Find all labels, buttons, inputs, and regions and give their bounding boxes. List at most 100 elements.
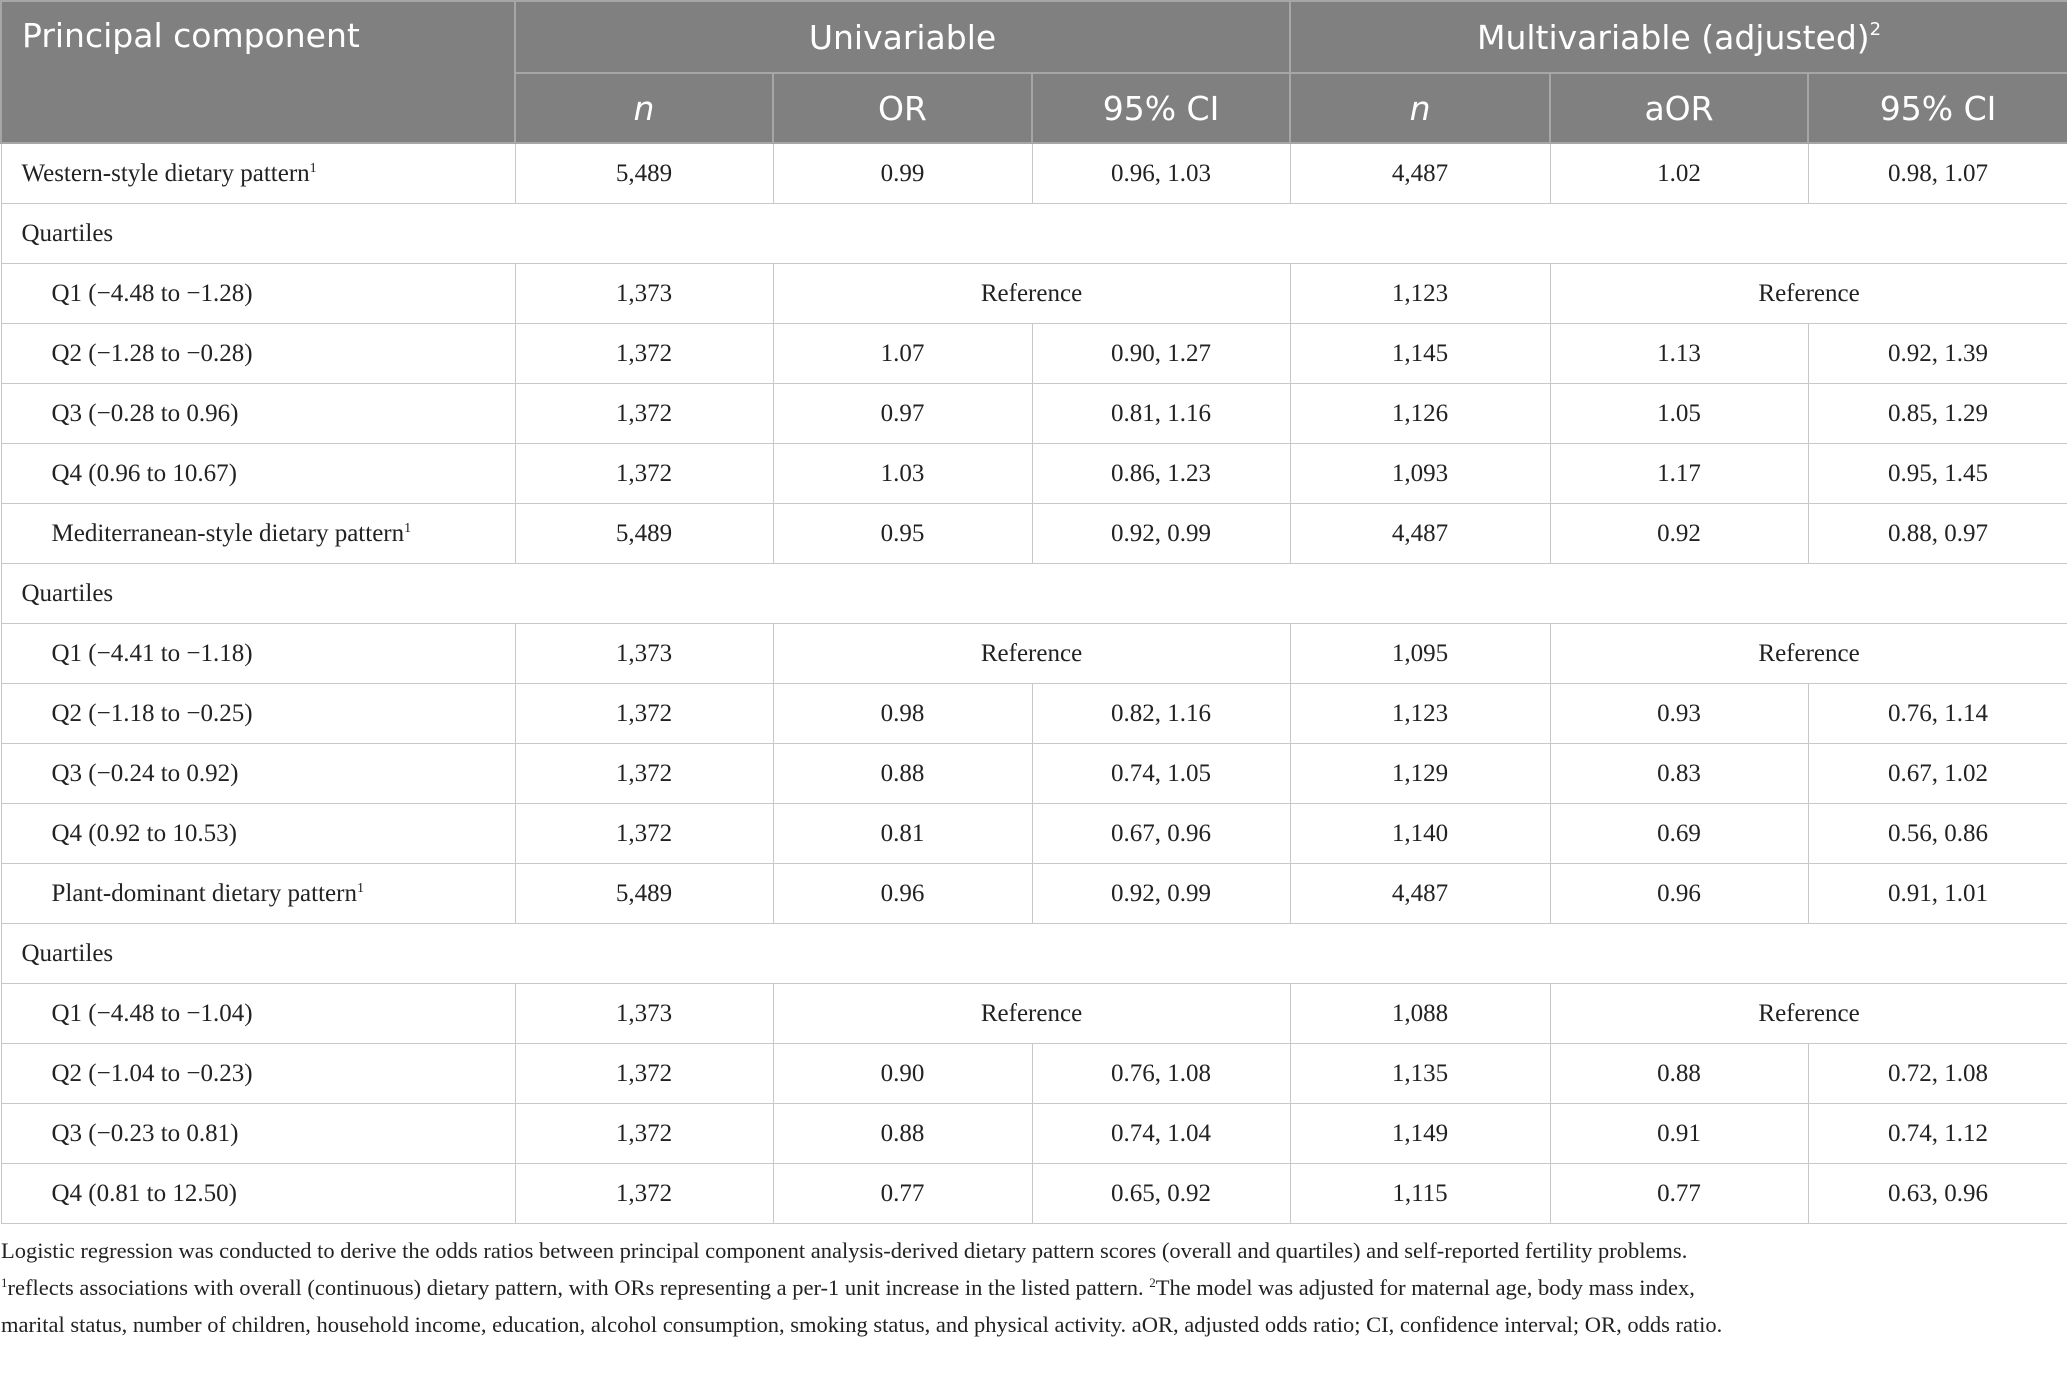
or-cell: 0.90 (772, 1043, 1033, 1104)
n-multivariable-cell: 4,487 (1289, 142, 1551, 204)
row-label: Q1 (−4.48 to −1.04) (0, 983, 516, 1044)
header-multivariable: Multivariable (adjusted)2 (1289, 0, 2067, 74)
ci-univariable-cell: 0.67, 0.96 (1031, 803, 1291, 864)
n-univariable-cell: 1,372 (514, 383, 774, 444)
n-multivariable-cell: 4,487 (1289, 503, 1551, 564)
header-n-univariable: n (514, 72, 774, 144)
header-ci-multivariable: 95% CI (1807, 72, 2067, 144)
n-multivariable-cell: 1,093 (1289, 443, 1551, 504)
ci-multivariable-cell: 0.88, 0.97 (1807, 503, 2067, 564)
table-row: Q3 (−0.28 to 0.96) 1,372 0.97 0.81, 1.16 1,1… (0, 383, 2067, 444)
reference-cell: Reference (772, 263, 1291, 324)
n-multivariable-cell: 1,129 (1289, 743, 1551, 804)
or-cell: 0.88 (772, 743, 1033, 804)
n-multivariable-cell: 4,487 (1289, 863, 1551, 924)
n-multivariable-cell: 1,095 (1289, 623, 1551, 684)
or-cell: 0.77 (772, 1163, 1033, 1224)
row-label: Q2 (−1.18 to −0.25) (0, 683, 516, 744)
results-table: Principal component Univariable Multivar… (0, 0, 2067, 1224)
row-label: Q2 (−1.28 to −0.28) (0, 323, 516, 384)
n-univariable-cell: 1,372 (514, 1163, 774, 1224)
n-univariable-cell: 1,373 (514, 983, 774, 1044)
n-univariable-cell: 5,489 (514, 142, 774, 204)
ci-multivariable-cell: 0.72, 1.08 (1807, 1043, 2067, 1104)
n-multivariable-cell: 1,135 (1289, 1043, 1551, 1104)
aor-cell: 0.88 (1549, 1043, 1809, 1104)
footnote-line-2: 1reflects associations with overall (con… (1, 1275, 1695, 1300)
section-label: Quartiles (0, 203, 2067, 264)
header-n-multivariable: n (1289, 72, 1552, 144)
n-univariable-cell: 5,489 (514, 863, 774, 924)
ci-univariable-cell: 0.82, 1.16 (1031, 683, 1291, 744)
ci-multivariable-cell: 0.74, 1.12 (1807, 1103, 2067, 1164)
row-label: Q3 (−0.24 to 0.92) (0, 743, 516, 804)
footnote-line-1: Logistic regression was conducted to der… (1, 1238, 1688, 1263)
ci-multivariable-cell: 0.92, 1.39 (1807, 323, 2067, 384)
reference-cell: Reference (772, 983, 1291, 1044)
n-multivariable-cell: 1,145 (1289, 323, 1551, 384)
header-or: OR (772, 72, 1033, 144)
aor-cell: 0.93 (1549, 683, 1809, 744)
aor-cell: 1.17 (1549, 443, 1809, 504)
n-multivariable-cell: 1,123 (1289, 683, 1551, 744)
n-univariable-cell: 1,372 (514, 1103, 774, 1164)
ci-univariable-cell: 0.96, 1.03 (1031, 142, 1291, 204)
aor-cell: 0.91 (1549, 1103, 1809, 1164)
table-row: Plant-dominant dietary pattern1 5,489 0.96… (0, 863, 2067, 924)
header-ci-univariable: 95% CI (1030, 72, 1292, 144)
ci-multivariable-cell: 0.76, 1.14 (1807, 683, 2067, 744)
or-cell: 0.88 (772, 1103, 1033, 1164)
row-label: Q4 (0.92 to 10.53) (0, 803, 516, 864)
or-cell: 1.03 (772, 443, 1033, 504)
ci-univariable-cell: 0.65, 0.92 (1031, 1163, 1291, 1224)
or-cell: 0.98 (772, 683, 1033, 744)
n-univariable-cell: 1,372 (514, 443, 774, 504)
ci-multivariable-cell: 0.98, 1.07 (1807, 142, 2067, 204)
row-label: Q1 (−4.41 to −1.18) (0, 623, 516, 684)
row-label: Plant-dominant dietary pattern1 (0, 863, 516, 924)
ci-multivariable-cell: 0.91, 1.01 (1807, 863, 2067, 924)
table-row: Q3 (−0.24 to 0.92) 1,372 0.88 0.74, 1.05 1,1… (0, 743, 2067, 804)
header-univariable: Univariable (513, 0, 1292, 74)
aor-cell: 1.02 (1549, 142, 1809, 204)
n-univariable-cell: 1,373 (514, 623, 774, 684)
n-univariable-cell: 1,372 (514, 803, 774, 864)
ci-univariable-cell: 0.92, 0.99 (1031, 863, 1291, 924)
ci-multivariable-cell: 0.85, 1.29 (1807, 383, 2067, 444)
ci-univariable-cell: 0.86, 1.23 (1031, 443, 1291, 504)
or-cell: 0.99 (772, 142, 1033, 204)
n-univariable-cell: 1,373 (514, 263, 774, 324)
row-label: Q2 (−1.04 to −0.23) (0, 1043, 516, 1104)
table-row: Q1 (−4.48 to −1.04) 1,373 Reference 1,088 Re… (0, 983, 2067, 1044)
n-univariable-cell: 1,372 (514, 323, 774, 384)
table-row: Q2 (−1.28 to −0.28) 1,372 1.07 0.90, 1.27 1,… (0, 323, 2067, 384)
row-label: Western-style dietary pattern1 (0, 142, 516, 204)
ci-multivariable-cell: 0.56, 0.86 (1807, 803, 2067, 864)
header-aor: aOR (1549, 72, 1810, 144)
ci-univariable-cell: 0.74, 1.04 (1031, 1103, 1291, 1164)
or-cell: 0.96 (772, 863, 1033, 924)
table-footnote: Logistic regression was conducted to der… (0, 1232, 2067, 1343)
row-label: Q4 (0.81 to 12.50) (0, 1163, 516, 1224)
aor-cell: 0.69 (1549, 803, 1809, 864)
aor-cell: 0.92 (1549, 503, 1809, 564)
n-multivariable-cell: 1,115 (1289, 1163, 1551, 1224)
table-row: Quartiles (0, 563, 2067, 624)
aor-cell: 1.05 (1549, 383, 1809, 444)
ci-univariable-cell: 0.81, 1.16 (1031, 383, 1291, 444)
table-row: Quartiles (0, 203, 2067, 264)
section-label: Quartiles (0, 923, 2067, 984)
aor-cell: 0.83 (1549, 743, 1809, 804)
reference-cell: Reference (1549, 983, 2067, 1044)
table-row: Q1 (−4.48 to −1.28) 1,373 Reference 1,123 Re… (0, 263, 2067, 324)
ci-multivariable-cell: 0.95, 1.45 (1807, 443, 2067, 504)
n-univariable-cell: 1,372 (514, 1043, 774, 1104)
table-row: Western-style dietary pattern1 5,489 0.99 0… (0, 142, 2067, 204)
row-label: Q3 (−0.23 to 0.81) (0, 1103, 516, 1164)
reference-cell: Reference (772, 623, 1291, 684)
table-row: Q4 (0.92 to 10.53) 1,372 0.81 0.67, 0.96 1,1… (0, 803, 2067, 864)
row-label: Mediterranean-style dietary pattern1 (0, 503, 516, 564)
n-multivariable-cell: 1,140 (1289, 803, 1551, 864)
table-row: Q2 (−1.04 to −0.23) 1,372 0.90 0.76, 1.08 1,… (0, 1043, 2067, 1104)
table-row: Mediterranean-style dietary pattern1 5,48… (0, 503, 2067, 564)
